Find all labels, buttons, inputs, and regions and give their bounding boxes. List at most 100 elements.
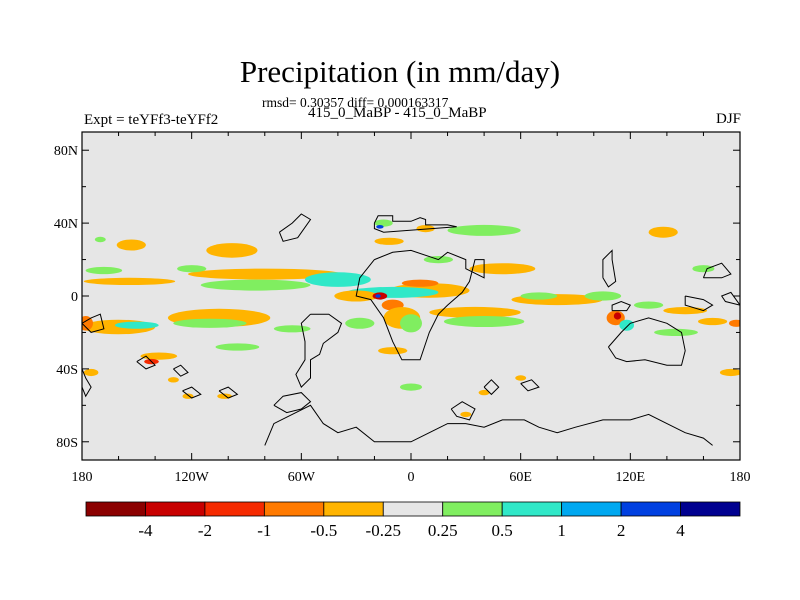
anomaly-region-6 bbox=[305, 272, 371, 287]
anomaly-region-34 bbox=[375, 294, 381, 298]
anomaly-region-54 bbox=[698, 317, 728, 326]
coastline-8 bbox=[82, 313, 105, 333]
coastline-2 bbox=[295, 313, 343, 388]
colorbar-box-0 bbox=[85, 501, 146, 517]
anomaly-region-39 bbox=[429, 306, 521, 318]
subtitle-right: DJF bbox=[715, 111, 741, 127]
x-tick-label-2: 60W bbox=[288, 470, 316, 485]
coastline-16 bbox=[450, 401, 476, 421]
axes: 180 120W 60W 0 60E 120E 180 80N 40N 0 40S 80S bbox=[54, 132, 751, 485]
anomaly-region-56 bbox=[654, 328, 698, 336]
colorbar-label-4: -0.25 bbox=[366, 521, 401, 540]
coastline-17 bbox=[483, 379, 500, 396]
coastline-1 bbox=[355, 249, 485, 361]
anomaly-region-2 bbox=[94, 236, 106, 243]
anomaly-region-24 bbox=[447, 224, 521, 236]
coastline-19 bbox=[278, 213, 312, 242]
colorbar-box-9 bbox=[620, 501, 681, 517]
anomaly-region-21 bbox=[374, 219, 393, 227]
subtitle-left: Expt = teYFf3-teYFf2 bbox=[84, 112, 219, 128]
coastline-5 bbox=[611, 300, 632, 312]
anomaly-region-1 bbox=[206, 243, 258, 258]
y-tick-label-4: 80S bbox=[56, 436, 78, 451]
chart-title: Precipitation (in mm/day) bbox=[239, 54, 561, 89]
colorbar-label-6: 0.5 bbox=[492, 521, 513, 540]
colorbar-label-8: 2 bbox=[617, 521, 626, 540]
anomaly-region-25 bbox=[648, 226, 678, 238]
coastline-4 bbox=[607, 317, 686, 366]
anomaly-region-40 bbox=[443, 316, 525, 327]
x-tick-label-5: 120E bbox=[616, 470, 646, 485]
x-tick-label-3: 0 bbox=[408, 470, 415, 485]
anomaly-region-14 bbox=[140, 352, 178, 360]
x-tick-label-6: 180 bbox=[730, 470, 751, 485]
y-tick-label-3: 40S bbox=[56, 363, 78, 378]
anomaly-region-8 bbox=[177, 265, 207, 273]
anomaly-region-20 bbox=[167, 377, 179, 383]
anomaly-region-59 bbox=[83, 368, 99, 377]
colorbar: -4 -2 -1 -0.5 -0.25 0.25 0.5 1 2 4 bbox=[85, 501, 741, 540]
coastline-9 bbox=[82, 368, 92, 398]
anomaly-region-4 bbox=[187, 268, 342, 280]
coastline-20 bbox=[720, 291, 740, 306]
anomaly-region-41 bbox=[378, 347, 408, 355]
anomaly-region-51 bbox=[619, 319, 634, 331]
anomaly-region-30 bbox=[401, 279, 439, 287]
colorbar-box-6 bbox=[442, 501, 503, 517]
anomaly-region-44 bbox=[478, 389, 490, 396]
anomaly-region-26 bbox=[374, 237, 404, 245]
anomaly-region-57 bbox=[719, 368, 740, 377]
colorbar-box-10 bbox=[680, 501, 741, 517]
anomaly-region-53 bbox=[663, 307, 708, 315]
anomaly-region-16 bbox=[215, 343, 260, 351]
anomaly-region-0 bbox=[116, 239, 146, 251]
anomaly-region-10 bbox=[114, 321, 159, 329]
anomaly-region-43 bbox=[515, 375, 527, 381]
anomaly-region-38 bbox=[345, 317, 375, 329]
coastline-11 bbox=[173, 364, 189, 377]
stats-line: rmsd= 0.30357 diff= 0.000163317 bbox=[262, 95, 449, 110]
coastline-7 bbox=[702, 262, 732, 279]
anomaly-region-47 bbox=[520, 292, 558, 300]
colorbar-box-8 bbox=[561, 501, 622, 517]
coastline-0 bbox=[373, 215, 457, 233]
anomaly-region-12 bbox=[173, 318, 247, 328]
anomaly-region-17 bbox=[273, 325, 311, 333]
coastline-12 bbox=[218, 386, 239, 399]
y-tick-label-1: 40N bbox=[54, 217, 78, 232]
anomaly-region-19 bbox=[217, 393, 232, 399]
anomaly-region-48 bbox=[584, 291, 622, 301]
colorbar-label-9: 4 bbox=[676, 521, 685, 540]
coastlines bbox=[82, 213, 740, 446]
anomaly-region-37 bbox=[400, 314, 422, 333]
coastline-13 bbox=[182, 386, 202, 399]
anomaly-region-7 bbox=[85, 266, 123, 275]
colorbar-label-5: 0.25 bbox=[428, 521, 458, 540]
coastline-15 bbox=[264, 404, 713, 446]
colorbar-label-1: -2 bbox=[198, 521, 212, 540]
coastline-3 bbox=[602, 249, 617, 288]
coastline-6 bbox=[684, 295, 714, 312]
colorbar-label-7: 1 bbox=[557, 521, 566, 540]
subtitle-center: 415_0_MaBP - 415_0_MaBP bbox=[308, 105, 487, 121]
coastline-14 bbox=[273, 392, 312, 414]
coastline-10 bbox=[136, 355, 156, 370]
anomaly-region-50 bbox=[613, 312, 622, 320]
anomaly-region-5 bbox=[200, 279, 311, 291]
anomaly-region-3 bbox=[83, 277, 176, 285]
colorbar-label-3: -0.5 bbox=[310, 521, 337, 540]
anomaly-region-45 bbox=[460, 411, 472, 418]
anomaly-region-13 bbox=[82, 316, 93, 331]
y-tick-label-0: 80N bbox=[54, 144, 78, 159]
coastline-18 bbox=[520, 379, 540, 392]
anomaly-regions bbox=[82, 219, 740, 418]
x-tick-label-1: 120W bbox=[175, 470, 210, 485]
anomaly-region-42 bbox=[400, 383, 422, 391]
anomaly-region-52 bbox=[634, 301, 664, 309]
colorbar-box-2 bbox=[204, 501, 265, 517]
x-tick-label-4: 60E bbox=[509, 470, 532, 485]
colorbar-label-2: -1 bbox=[257, 521, 271, 540]
anomaly-region-58 bbox=[692, 265, 715, 273]
anomaly-region-55 bbox=[729, 319, 740, 327]
